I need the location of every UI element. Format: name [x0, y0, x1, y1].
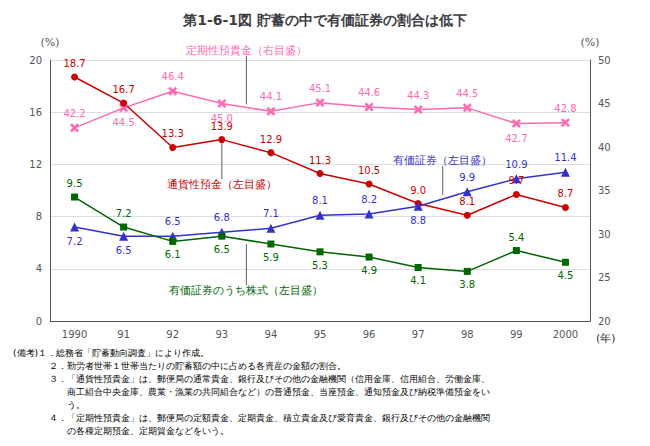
svg-text:44.3: 44.3 — [407, 90, 429, 101]
svg-text:8: 8 — [36, 211, 42, 222]
svg-text:(年): (年) — [596, 332, 616, 345]
svg-text:13.9: 13.9 — [211, 121, 233, 132]
svg-text:10.5: 10.5 — [358, 165, 380, 176]
svg-text:3.8: 3.8 — [459, 279, 475, 290]
svg-text:45.0: 45.0 — [210, 112, 233, 124]
svg-text:10.9: 10.9 — [505, 159, 527, 170]
svg-text:9.5: 9.5 — [67, 178, 83, 189]
svg-text:46.4: 46.4 — [162, 71, 184, 82]
svg-text:45: 45 — [598, 98, 611, 109]
svg-text:う。: う。 — [13, 400, 85, 410]
svg-text:11.4: 11.4 — [554, 152, 576, 163]
svg-text:6.1: 6.1 — [165, 249, 181, 260]
svg-text:97: 97 — [412, 329, 425, 340]
svg-text:8.8: 8.8 — [410, 215, 426, 226]
svg-text:18.7: 18.7 — [63, 58, 85, 69]
svg-text:4: 4 — [36, 263, 42, 274]
svg-text:４．「定期性預貴金」は、郵便局の定額貴金、定期貴金、積立貴金: ４．「定期性預貴金」は、郵便局の定額貴金、定期貴金、積立貴金及び愛育貴金、銀行及… — [13, 413, 490, 423]
svg-text:5.9: 5.9 — [263, 252, 279, 263]
svg-text:第1-6-1図 貯蓄の中で有価証券の割合は低下: 第1-6-1図 貯蓄の中で有価証券の割合は低下 — [182, 12, 467, 28]
svg-text:8.1: 8.1 — [459, 196, 475, 207]
svg-text:商工組合中央金庫、農業・漁業の共同組合など）の普通預金、当座: 商工組合中央金庫、農業・漁業の共同組合など）の普通預金、当座預金、通知預金及び納… — [13, 387, 490, 397]
svg-text:50: 50 — [598, 55, 611, 66]
svg-text:6.5: 6.5 — [214, 244, 230, 255]
svg-text:44.1: 44.1 — [260, 91, 282, 102]
svg-text:44.5: 44.5 — [113, 117, 135, 128]
svg-text:8.1: 8.1 — [312, 195, 328, 206]
svg-text:42.8: 42.8 — [554, 103, 576, 114]
svg-text:(%): (%) — [580, 36, 599, 49]
svg-text:6.5: 6.5 — [116, 245, 132, 256]
svg-text:12.9: 12.9 — [260, 134, 282, 145]
svg-text:2000: 2000 — [553, 329, 578, 340]
svg-text:42.7: 42.7 — [505, 133, 527, 144]
svg-text:8.2: 8.2 — [361, 194, 377, 205]
svg-text:9.0: 9.0 — [410, 185, 426, 196]
svg-text:有価証券（左目盛）: 有価証券（左目盛） — [393, 154, 492, 167]
svg-text:9.9: 9.9 — [459, 172, 475, 183]
svg-text:7.1: 7.1 — [263, 208, 279, 219]
svg-text:25: 25 — [598, 272, 611, 283]
svg-text:通貨性預金（左目盛）: 通貨性預金（左目盛） — [167, 178, 277, 191]
svg-text:93: 93 — [215, 329, 228, 340]
svg-text:30: 30 — [598, 229, 611, 240]
svg-text:7.2: 7.2 — [116, 208, 132, 219]
svg-text:99: 99 — [510, 329, 523, 340]
svg-text:94: 94 — [265, 329, 278, 340]
svg-text:92: 92 — [166, 329, 179, 340]
svg-text:6.5: 6.5 — [165, 216, 181, 227]
svg-text:有価証券のうち株式（左目盛）: 有価証券のうち株式（左目盛） — [169, 284, 323, 297]
svg-text:２．勤労者世帯１世帯当たりの貯蓄額の中に占める各資産の金額の: ２．勤労者世帯１世帯当たりの貯蓄額の中に占める各資産の金額の割合。 — [13, 361, 346, 371]
svg-text:5.3: 5.3 — [312, 260, 328, 271]
svg-text:45.1: 45.1 — [309, 83, 331, 94]
svg-text:(%): (%) — [40, 36, 59, 49]
svg-text:20: 20 — [29, 55, 42, 66]
svg-text:20: 20 — [598, 316, 611, 327]
svg-text:13.3: 13.3 — [162, 128, 184, 139]
svg-text:1990: 1990 — [62, 329, 87, 340]
svg-text:の各種定期預金、定期貿金などをいう。: の各種定期預金、定期貿金などをいう。 — [13, 426, 229, 436]
svg-text:95: 95 — [314, 329, 327, 340]
svg-text:11.3: 11.3 — [309, 155, 331, 166]
svg-text:8.7: 8.7 — [558, 188, 574, 199]
svg-text:4.1: 4.1 — [410, 275, 426, 286]
svg-text:16: 16 — [29, 107, 42, 118]
svg-text:(備考)１．総務省「貯蓄動向調査」により作成。: (備考)１．総務省「貯蓄動向調査」により作成。 — [13, 348, 209, 358]
svg-text:40: 40 — [598, 142, 611, 153]
svg-text:91: 91 — [117, 329, 130, 340]
svg-text:３．「通貨性預貴金」は、郵便局の通常貴金、銀行及びその他の金: ３．「通貨性預貴金」は、郵便局の通常貴金、銀行及びその他の金融機関（信用金庫、信… — [13, 374, 490, 384]
svg-text:12: 12 — [29, 159, 42, 170]
svg-text:4.9: 4.9 — [361, 265, 377, 276]
svg-text:9.7: 9.7 — [508, 175, 524, 186]
svg-text:35: 35 — [598, 185, 611, 196]
svg-text:7.2: 7.2 — [67, 236, 83, 247]
svg-text:4.5: 4.5 — [558, 270, 574, 281]
svg-text:44.6: 44.6 — [358, 87, 380, 98]
svg-text:0: 0 — [36, 316, 42, 327]
svg-text:96: 96 — [363, 329, 376, 340]
svg-text:6.8: 6.8 — [214, 212, 230, 223]
svg-text:44.5: 44.5 — [456, 88, 478, 99]
svg-text:42.2: 42.2 — [63, 108, 85, 119]
svg-text:5.4: 5.4 — [508, 232, 524, 243]
svg-text:定期性預貴金（右目盛）: 定期性預貴金（右目盛） — [186, 44, 307, 57]
svg-text:98: 98 — [461, 329, 474, 340]
svg-text:16.7: 16.7 — [113, 84, 135, 95]
